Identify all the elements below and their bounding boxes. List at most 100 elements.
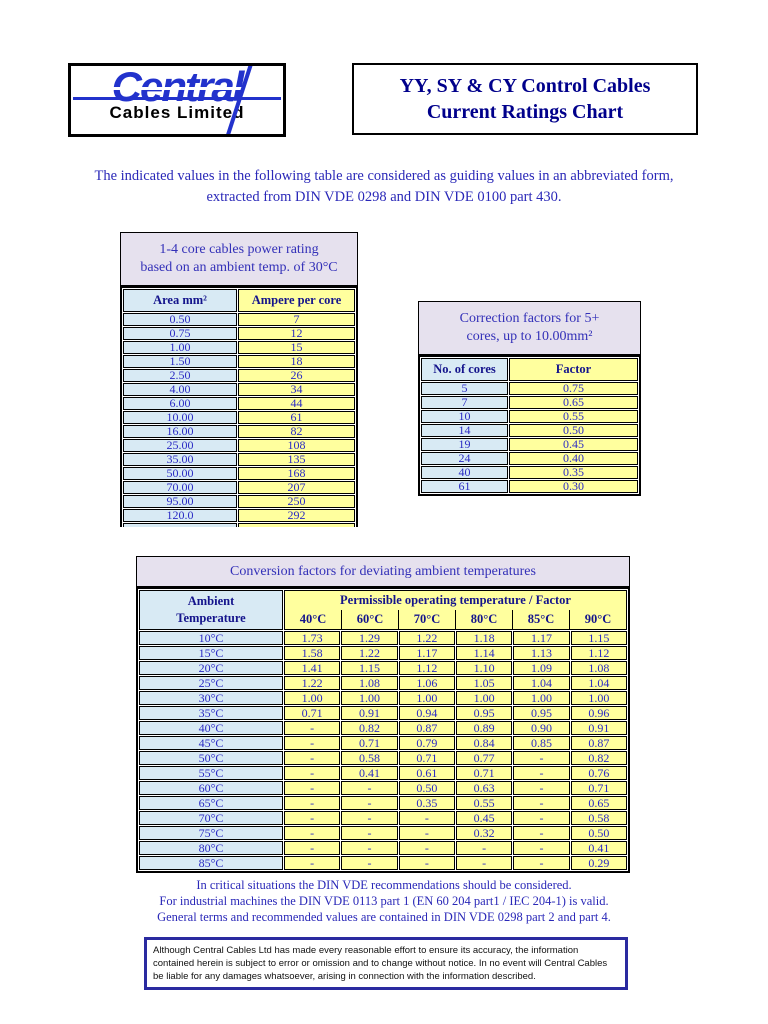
factor-value-cell: 0.91 xyxy=(341,706,398,720)
power-rating-caption-line1: 1-4 core cables power rating xyxy=(159,242,319,257)
ambient-temp-cell: 70°C xyxy=(139,811,283,825)
factor-value-cell: - xyxy=(341,796,398,810)
factor-value-cell: 0.91 xyxy=(570,721,627,735)
table-row: 4.00 34 xyxy=(123,383,355,396)
temperature-column-header: 85°C xyxy=(512,610,569,629)
factor-value-cell: 0.71 xyxy=(341,736,398,750)
row-label-cell: 16.00 xyxy=(123,425,237,438)
factor-value-cell: - xyxy=(455,841,513,855)
factor-value-cell: - xyxy=(284,751,341,765)
row-label-cell xyxy=(123,523,237,527)
temperature-column-header: 90°C xyxy=(569,610,626,629)
temperature-column-header: 60°C xyxy=(341,610,398,629)
table-row: 1.50 18 xyxy=(123,355,355,368)
factor-value-cell: - xyxy=(284,826,341,840)
factor-value-cell: - xyxy=(284,811,341,825)
factor-value-cell: 0.76 xyxy=(570,766,627,780)
column-header-group: Permissible operating temperature / Fact… xyxy=(284,590,627,630)
conversion-factors-table: Ambient Temperature Permissible operatin… xyxy=(136,587,630,873)
factor-value-cell: 1.00 xyxy=(284,691,341,705)
factor-value-cell: - xyxy=(398,841,455,855)
factor-value-cell: 0.41 xyxy=(570,841,627,855)
ambient-temp-cell: 80°C xyxy=(139,841,283,855)
correction-factors-table-section: Correction factors for 5+ cores, up to 1… xyxy=(418,301,641,496)
row-label-cell: 120.0 xyxy=(123,509,237,522)
column-header-ampere: Ampere per core xyxy=(238,289,355,312)
table-row: 75°C - - -0.32-0.50 xyxy=(139,826,627,840)
ambient-temp-cell: 50°C xyxy=(139,751,283,765)
row-label-cell: 25.00 xyxy=(123,439,237,452)
factor-value-cell: 0.84 xyxy=(455,736,513,750)
ambient-temp-cell: 10°C xyxy=(139,631,283,645)
table-row: 80°C - - - - -0.41 xyxy=(139,841,627,855)
factor-value-cell: - xyxy=(341,811,398,825)
row-value-cell: 82 xyxy=(238,425,355,438)
factor-value-cell: - xyxy=(284,856,341,870)
ambient-temp-cell: 35°C xyxy=(139,706,283,720)
factor-value-cell: 1.08 xyxy=(341,676,398,690)
factor-value-cell: 0.95 xyxy=(455,706,513,720)
factor-value-cell: 1.17 xyxy=(513,631,570,645)
table-row: 95.00 250 xyxy=(123,495,355,508)
factor-value-cell: - xyxy=(513,841,570,855)
factor-value-cell: - xyxy=(513,826,570,840)
factor-value-cell: 1.00 xyxy=(570,691,627,705)
note-line1: In critical situations the DIN VDE recom… xyxy=(196,878,572,892)
table-row: 50.00 168 xyxy=(123,467,355,480)
row-value-cell: 18 xyxy=(238,355,355,368)
factor-value-cell: 0.50 xyxy=(398,781,455,795)
factor-value-cell: 0.79 xyxy=(398,736,455,750)
logo-subtitle-text: Cables Limited xyxy=(109,103,245,122)
factor-value-cell: - xyxy=(513,781,570,795)
row-label-cell: 4.00 xyxy=(123,383,237,396)
factor-value-cell: - xyxy=(341,841,398,855)
table-row: 19 0.45 xyxy=(421,438,638,451)
table-row: 70°C - - -0.45-0.58 xyxy=(139,811,627,825)
row-value-cell: 7 xyxy=(238,313,355,326)
factor-value-cell: 1.18 xyxy=(455,631,513,645)
factor-value-cell: 0.41 xyxy=(341,766,398,780)
temperature-column-header: 40°C xyxy=(299,612,327,626)
document-title-line1: YY, SY & CY Control Cables xyxy=(399,75,651,97)
factor-value-cell: 1.00 xyxy=(455,691,513,705)
factor-value-cell: - xyxy=(513,796,570,810)
factor-value-cell: 0.32 xyxy=(455,826,513,840)
row-value-cell: 12 xyxy=(238,327,355,340)
conversion-factors-caption: Conversion factors for deviating ambient… xyxy=(136,556,630,587)
table-row: 55°C -0.41 0.61 0.71-0.76 xyxy=(139,766,627,780)
table-row: 10.00 61 xyxy=(123,411,355,424)
header-row: Ambient Temperature Permissible operatin… xyxy=(139,590,627,630)
row-value-cell: 0.65 xyxy=(509,396,638,409)
correction-caption-line2: cores, up to 10.00mm² xyxy=(466,329,593,344)
row-value-cell: 135 xyxy=(238,453,355,466)
factor-value-cell: 0.65 xyxy=(570,796,627,810)
row-value-cell: 61 xyxy=(238,411,355,424)
row-value-cell: 44 xyxy=(238,397,355,410)
row-label-cell: 10.00 xyxy=(123,411,237,424)
row-value-cell: 0.50 xyxy=(509,424,638,437)
row-label-cell: 1.00 xyxy=(123,341,237,354)
factor-value-cell: - xyxy=(284,721,341,735)
factor-value-cell: 0.71 xyxy=(398,751,455,765)
factor-value-cell: - xyxy=(284,841,341,855)
table-row: 61 0.30 xyxy=(421,480,638,493)
row-value-cell: 168 xyxy=(238,467,355,480)
temperature-column-header: 70°C xyxy=(398,610,455,629)
factor-value-cell: 0.94 xyxy=(398,706,455,720)
factor-value-cell: 1.04 xyxy=(513,676,570,690)
correction-factors-table: No. of cores Factor 5 0.75 7 0.65 10 0.55 14 0.… xyxy=(418,355,641,496)
logo-strike-line xyxy=(73,97,281,100)
factor-value-cell: 0.45 xyxy=(455,811,513,825)
table-row: 50°C -0.58 0.71 0.77-0.82 xyxy=(139,751,627,765)
header-row: No. of cores Factor xyxy=(421,358,638,381)
table-row: 30°C 1.00 1.00 1.00 1.00 1.00 1.00 xyxy=(139,691,627,705)
factor-value-cell: - xyxy=(284,766,341,780)
factor-value-cell: 1.15 xyxy=(570,631,627,645)
correction-caption-line1: Correction factors for 5+ xyxy=(459,311,600,326)
table-row: 40°C -0.82 0.87 0.89 0.90 0.91 xyxy=(139,721,627,735)
factor-value-cell: 0.61 xyxy=(398,766,455,780)
factor-value-cell: 1.15 xyxy=(341,661,398,675)
factor-value-cell: 1.04 xyxy=(570,676,627,690)
table-row: 20°C 1.41 1.15 1.12 1.10 1.09 1.08 xyxy=(139,661,627,675)
factor-value-cell: 1.14 xyxy=(455,646,513,660)
